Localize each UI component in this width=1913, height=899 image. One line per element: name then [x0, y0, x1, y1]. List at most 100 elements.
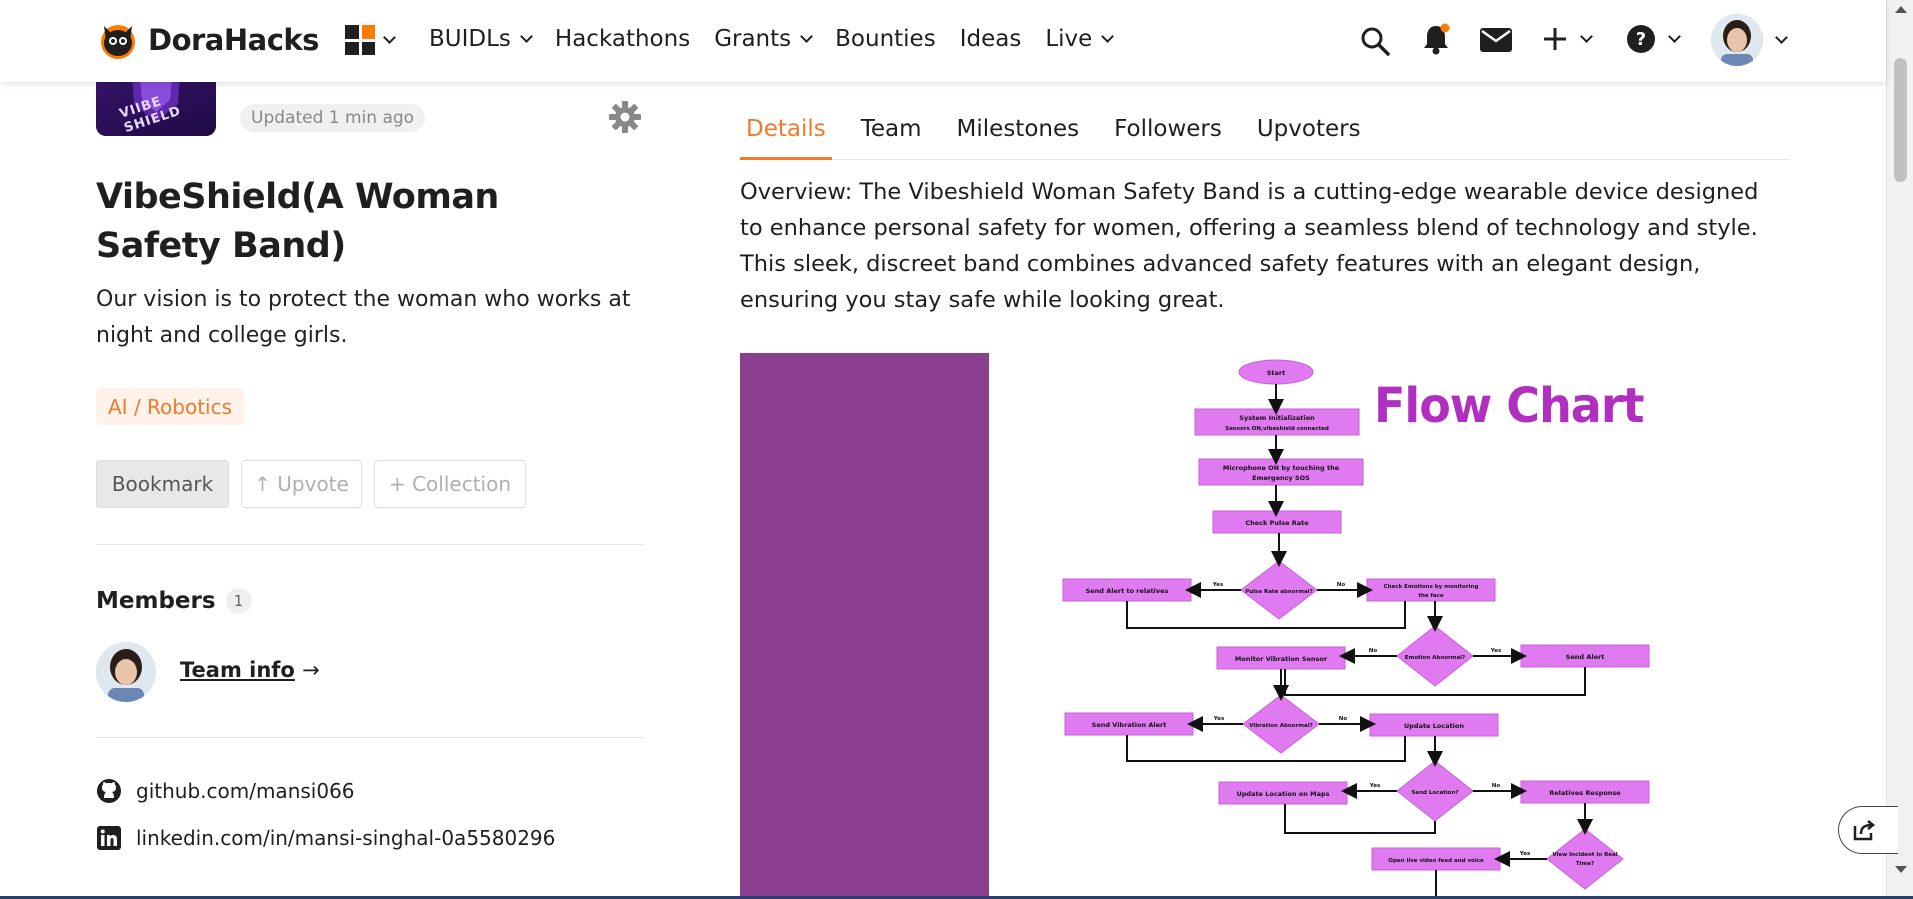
svg-text:Yes: Yes: [1369, 783, 1381, 789]
svg-text:No: No: [1369, 648, 1378, 654]
flow-node-emotion-q: [1396, 625, 1474, 687]
arrow-right-icon: →: [302, 658, 320, 682]
nav-item-label: Ideas: [959, 26, 1022, 52]
nav-item-ideas[interactable]: Ideas: [960, 26, 1022, 52]
flowchart-image: Start System Initialization Sensors ON,v…: [1062, 359, 1650, 899]
plus-icon: [1544, 28, 1566, 50]
grid-icon: [345, 25, 375, 55]
svg-text:Update Location on Maps: Update Location on Maps: [1236, 790, 1329, 798]
mail-icon[interactable]: [1479, 27, 1513, 53]
svg-text:Relatives Response: Relatives Response: [1549, 789, 1621, 797]
svg-text:Emergency SOS: Emergency SOS: [1252, 474, 1310, 482]
share-button[interactable]: [1838, 806, 1898, 854]
svg-text:Pulse Rate abnormal?: Pulse Rate abnormal?: [1245, 589, 1313, 595]
scroll-down-arrow-icon[interactable]: [1895, 866, 1907, 873]
tab-team[interactable]: Team: [860, 116, 922, 142]
github-link[interactable]: github.com/mansi066: [96, 778, 355, 804]
scroll-up-arrow-icon[interactable]: [1895, 6, 1907, 13]
category-tag[interactable]: AI / Robotics: [96, 388, 245, 425]
svg-text:No: No: [1339, 716, 1348, 722]
nav-item-label: BUIDLs: [429, 26, 511, 52]
members-heading: Members 1: [96, 588, 252, 614]
github-icon: [97, 779, 121, 803]
brand-logo[interactable]: DoraHacks: [96, 18, 319, 62]
tab-details[interactable]: Details: [740, 116, 832, 160]
nav-item-label: Live: [1045, 26, 1093, 52]
divider: [96, 737, 644, 738]
dorahacks-logo-icon: [101, 25, 135, 59]
svg-text:the face: the face: [1418, 593, 1444, 599]
share-icon: [1853, 820, 1876, 841]
svg-text:Start: Start: [1267, 369, 1286, 377]
team-info-link[interactable]: Team info →: [180, 658, 320, 682]
top-nav: DoraHacks BUIDLs Hackathons Grants Bount…: [0, 0, 1886, 82]
svg-text:Yes: Yes: [1519, 851, 1531, 857]
svg-text:Send Vibration Alert: Send Vibration Alert: [1092, 721, 1167, 729]
search-icon[interactable]: [1360, 26, 1390, 56]
nav-item-buidls[interactable]: BUIDLs: [429, 26, 533, 52]
chevron-down-icon: [1775, 31, 1788, 44]
add-collection-button[interactable]: + Collection: [374, 460, 526, 508]
svg-text:Yes: Yes: [1212, 582, 1224, 588]
svg-text:Monitor Vibration Sensor: Monitor Vibration Sensor: [1235, 655, 1328, 663]
divider: [96, 544, 644, 545]
chevron-down-icon: [383, 31, 396, 44]
create-menu-button[interactable]: [1542, 26, 1593, 52]
nav-item-hackathons[interactable]: Hackathons: [555, 26, 690, 52]
nav-item-grants[interactable]: Grants: [714, 26, 814, 52]
team-info-label: Team info: [180, 658, 295, 682]
project-description: Our vision is to protect the woman who w…: [96, 287, 631, 348]
updated-badge: Updated 1 min ago: [240, 104, 426, 132]
members-title: Members: [96, 588, 216, 614]
overview-text: Overview: The Vibeshield Woman Safety Ba…: [740, 179, 1759, 313]
chevron-down-icon: [520, 30, 533, 43]
svg-text:Send Alert: Send Alert: [1566, 653, 1605, 661]
svg-text:Vibration Abnormal?: Vibration Abnormal?: [1249, 723, 1313, 729]
brand-name: DoraHacks: [148, 23, 319, 57]
flow-node-vib-q: [1242, 694, 1320, 754]
svg-text:Emotion Abnormal?: Emotion Abnormal?: [1405, 655, 1466, 661]
taskbar-edge: [0, 896, 1913, 899]
linkedin-link[interactable]: linkedin.com/in/mansi-singhal-0a5580296: [96, 825, 555, 851]
gear-icon[interactable]: [609, 101, 641, 133]
svg-text:No: No: [1337, 582, 1346, 588]
flow-node-pulse-q: [1240, 560, 1318, 620]
image-purple-panel: [740, 353, 989, 899]
help-menu-button[interactable]: ?: [1626, 24, 1681, 54]
apps-menu-button[interactable]: [345, 25, 396, 55]
svg-text:Send Location?: Send Location?: [1411, 790, 1458, 796]
svg-text:Yes: Yes: [1213, 716, 1225, 722]
tab-upvoters[interactable]: Upvoters: [1256, 116, 1361, 142]
project-title: VibeShield(A Woman Safety Band): [96, 177, 499, 266]
avatar: [1711, 14, 1763, 66]
svg-text:Open live video feed and voice: Open live video feed and voice: [1388, 858, 1484, 864]
svg-text:Check Emotions by monitoring: Check Emotions by monitoring: [1384, 584, 1479, 590]
svg-text:System Initialization: System Initialization: [1239, 414, 1315, 422]
svg-text:No: No: [1492, 783, 1501, 789]
member-avatar[interactable]: [96, 642, 156, 702]
scrollbar-thumb[interactable]: [1894, 58, 1907, 182]
project-tabs: Details Team Milestones Followers Upvote…: [740, 116, 1790, 160]
svg-text:Check Pulse Rate: Check Pulse Rate: [1245, 519, 1309, 527]
svg-text:Send Alert to relatives: Send Alert to relatives: [1086, 587, 1169, 595]
flow-node-view-q: [1546, 828, 1624, 890]
main-nav: BUIDLs Hackathons Grants Bounties Ideas …: [429, 26, 1136, 52]
nav-item-live[interactable]: Live: [1045, 26, 1115, 52]
nav-item-label: Bounties: [835, 26, 936, 52]
svg-text:?: ?: [1636, 29, 1646, 50]
tab-followers[interactable]: Followers: [1114, 116, 1222, 142]
chevron-down-icon: [1668, 30, 1681, 43]
user-menu-button[interactable]: [1711, 14, 1788, 66]
linkedin-icon: [97, 826, 121, 850]
chevron-down-icon: [1580, 30, 1593, 43]
bookmark-button[interactable]: Bookmark: [96, 460, 229, 508]
svg-text:Update Location: Update Location: [1404, 722, 1464, 730]
upvote-button[interactable]: ↑ Upvote: [241, 460, 362, 508]
svg-text:Microphone ON by touching the: Microphone ON by touching the: [1223, 464, 1340, 472]
tab-milestones[interactable]: Milestones: [956, 116, 1080, 142]
nav-item-bounties[interactable]: Bounties: [835, 26, 936, 52]
chevron-down-icon: [1101, 30, 1115, 43]
page-scrollbar[interactable]: [1886, 0, 1913, 899]
bell-icon[interactable]: [1420, 22, 1452, 56]
svg-text:Yes: Yes: [1490, 648, 1502, 654]
